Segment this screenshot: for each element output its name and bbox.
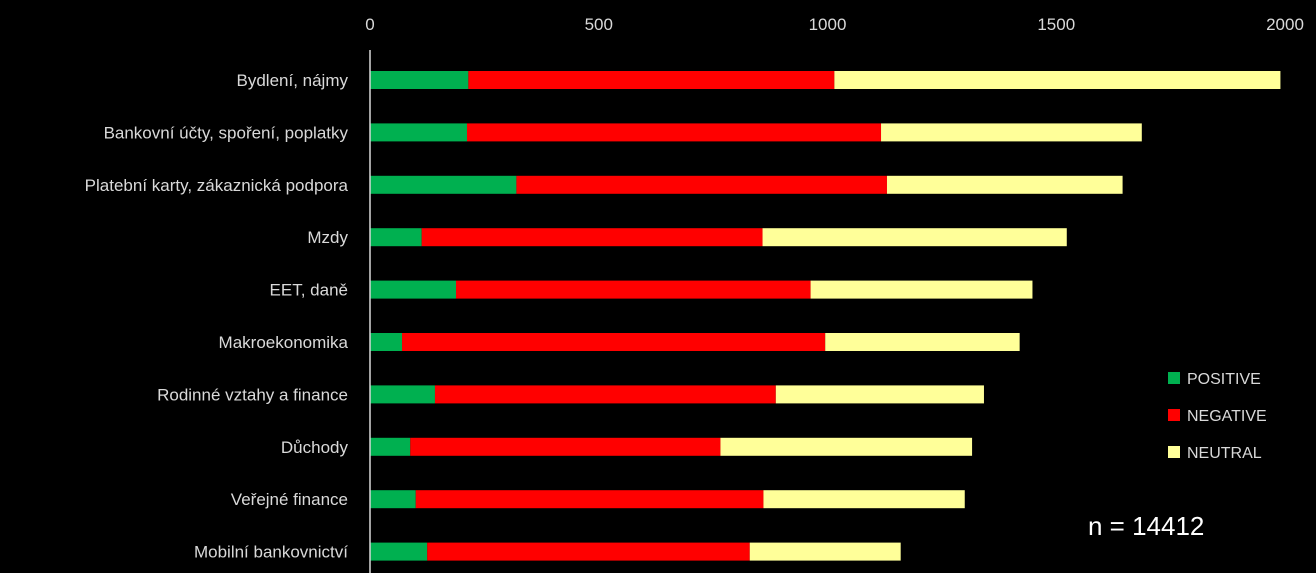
bar-segment-neutral	[825, 333, 1020, 351]
x-tick-label: 500	[585, 15, 613, 34]
bar-segment-negative	[421, 228, 763, 247]
bar-segment-negative	[466, 123, 882, 142]
bar-segment-positive	[370, 123, 467, 142]
category-labels: Bydlení, nájmy Bankovní účty, spoření, po…	[85, 71, 349, 562]
category-label: Rodinné vztahy a finance	[157, 385, 348, 404]
legend-swatch-neutral	[1168, 446, 1180, 458]
bar-segment-positive	[370, 333, 403, 351]
legend-label-negative: NEGATIVE	[1187, 408, 1267, 425]
bars	[370, 71, 1281, 561]
bar-segment-neutral	[720, 437, 973, 456]
category-label: Veřejné finance	[231, 490, 348, 509]
bar-segment-positive	[370, 71, 469, 89]
category-label: Platební karty, zákaznická podpora	[85, 176, 349, 195]
x-tick-label: 0	[365, 15, 374, 34]
x-tick-label: 1500	[1037, 15, 1075, 34]
bar-segment-negative	[410, 437, 721, 456]
bar-segment-positive	[370, 437, 411, 456]
bar-segment-positive	[370, 280, 457, 299]
legend-swatch-positive	[1168, 372, 1180, 384]
bar-segment-negative	[427, 542, 750, 561]
bar-segment-neutral	[775, 385, 984, 404]
category-label: Mobilní bankovnictví	[194, 543, 348, 562]
bar-segment-negative	[434, 385, 776, 404]
category-label: Bydlení, nájmy	[237, 71, 349, 90]
category-label: EET, daně	[270, 281, 348, 300]
x-axis-ticks: 0 500 1000 1500 2000	[365, 15, 1304, 34]
sample-size-annotation: n = 14412	[1088, 511, 1204, 541]
x-tick-label: 2000	[1266, 15, 1304, 34]
bar-segment-positive	[370, 175, 517, 194]
bar-segment-negative	[415, 490, 764, 509]
bar-segment-neutral	[762, 228, 1067, 247]
bar-segment-negative	[468, 71, 835, 89]
bar-segment-neutral	[763, 490, 965, 509]
bar-segment-negative	[516, 175, 887, 194]
bar-segment-positive	[370, 490, 416, 509]
bar-segment-positive	[370, 542, 428, 561]
category-label: Bankovní účty, spoření, poplatky	[104, 123, 349, 142]
bar-segment-positive	[370, 385, 435, 404]
legend-swatch-negative	[1168, 409, 1180, 421]
bar-segment-negative	[456, 280, 811, 299]
bar-segment-neutral	[886, 175, 1123, 194]
bar-segment-neutral	[810, 280, 1033, 299]
category-label: Mzdy	[307, 228, 348, 247]
bar-segment-neutral	[749, 542, 901, 561]
x-tick-label: 1000	[809, 15, 847, 34]
bar-segment-positive	[370, 228, 422, 247]
bar-segment-negative	[402, 333, 826, 351]
legend: POSITIVE NEGATIVE NEUTRAL	[1168, 371, 1267, 462]
legend-label-positive: POSITIVE	[1187, 371, 1261, 388]
bar-segment-neutral	[834, 71, 1281, 89]
legend-label-neutral: NEUTRAL	[1187, 445, 1262, 462]
category-label: Makroekonomika	[219, 333, 349, 352]
category-label: Důchody	[281, 438, 349, 457]
bar-segment-neutral	[881, 123, 1142, 142]
